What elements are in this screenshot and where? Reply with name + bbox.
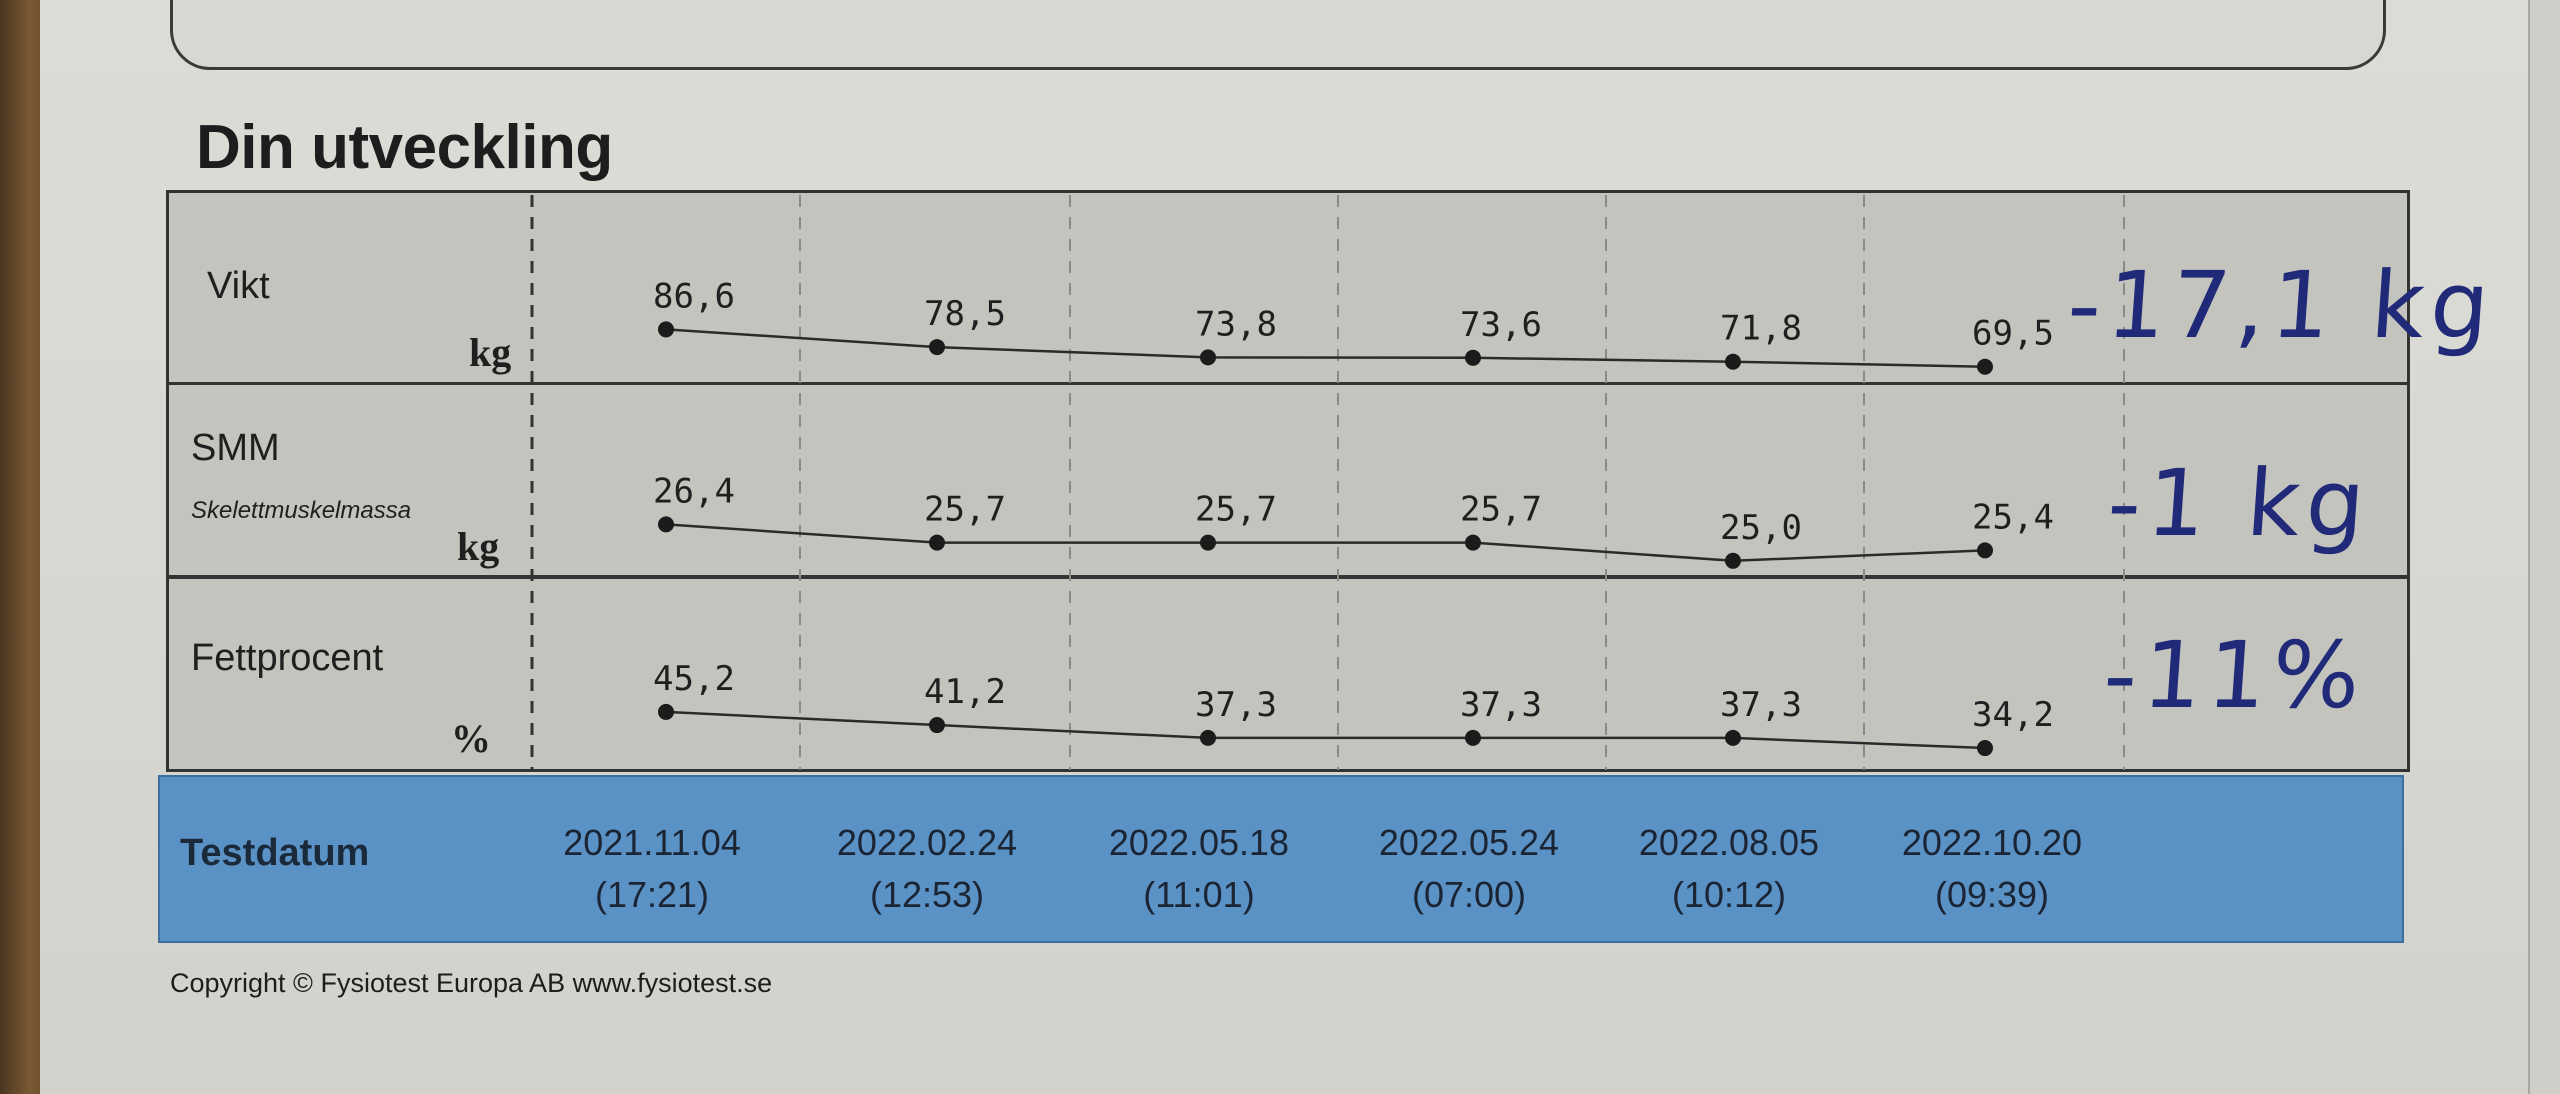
data-point-vikt bbox=[1200, 349, 1216, 366]
test-date-value: 2022.08.05 bbox=[1638, 822, 1820, 863]
gridlines bbox=[530, 195, 2125, 770]
row-label-vikt: Vikt bbox=[207, 265, 270, 307]
data-label-smm: 25,7 bbox=[1195, 490, 1277, 530]
test-date-value: 2022.10.20 bbox=[1901, 822, 2083, 863]
test-time-value: (09:39) bbox=[1934, 874, 2050, 915]
handwritten-note-smm: -1 kg bbox=[2104, 450, 2375, 557]
test-date-2: 2022.02.24 (12:53) bbox=[797, 817, 1057, 921]
data-label-vikt: 73,6 bbox=[1460, 305, 1542, 345]
row-unit-fett: % bbox=[451, 716, 491, 761]
data-point-vikt bbox=[1465, 349, 1481, 366]
data-point-smm bbox=[658, 516, 674, 533]
test-time-value: (12:53) bbox=[869, 874, 985, 915]
data-label-smm: 25,0 bbox=[1720, 508, 1802, 548]
row-label-smm: SMM bbox=[191, 427, 280, 469]
data-label-smm: 26,4 bbox=[653, 471, 735, 511]
data-label-smm: 25,7 bbox=[924, 490, 1006, 530]
data-point-vikt bbox=[658, 321, 674, 338]
handwritten-note-vikt: -17,1 kg bbox=[2064, 252, 2499, 359]
data-label-fett: 34,2 bbox=[1972, 695, 2054, 735]
row-label-fett: Fettprocent bbox=[191, 637, 384, 679]
test-time-value: (07:00) bbox=[1411, 874, 1527, 915]
data-point-smm bbox=[1977, 542, 1993, 559]
data-point-fett bbox=[1200, 729, 1216, 746]
data-point-fett bbox=[1465, 729, 1481, 746]
test-date-value: 2021.11.04 bbox=[563, 822, 741, 863]
top-frame bbox=[170, 0, 2386, 70]
data-label-vikt: 86,6 bbox=[653, 276, 735, 316]
test-date-label: Testdatum bbox=[180, 832, 370, 874]
data-label-fett: 37,3 bbox=[1460, 685, 1542, 725]
data-label-fett: 41,2 bbox=[924, 672, 1006, 712]
data-point-fett bbox=[1977, 740, 1993, 757]
paper-edge bbox=[2528, 0, 2560, 1094]
row-sublabel-smm: Skelettmuskelmassa bbox=[191, 497, 412, 524]
row-unit-vikt: kg bbox=[469, 330, 512, 375]
test-date-value: 2022.02.24 bbox=[836, 822, 1018, 863]
series-line-fett bbox=[665, 710, 1986, 750]
copyright-text: Copyright © Fysiotest Europa AB www.fysi… bbox=[170, 968, 773, 998]
section-title: Din utveckling bbox=[196, 113, 613, 182]
data-point-vikt bbox=[929, 339, 945, 356]
data-point-vikt bbox=[1977, 358, 1993, 375]
test-date-bar: Testdatum 2021.11.04 (17:21) 2022.02.24 … bbox=[158, 775, 2404, 943]
data-point-smm bbox=[1725, 552, 1741, 569]
test-date-4: 2022.05.24 (07:00) bbox=[1339, 817, 1599, 921]
test-date-5: 2022.08.05 (10:12) bbox=[1599, 817, 1859, 921]
data-label-smm: 25,7 bbox=[1460, 490, 1542, 530]
data-label-fett: 37,3 bbox=[1720, 685, 1802, 725]
row-unit-smm: kg bbox=[457, 524, 500, 569]
series-layer: 86,6 78,5 73,8 73,6 71,8 69,5 26,4 25,7 25,7 25,7… bbox=[653, 276, 2054, 757]
data-label-vikt: 73,8 bbox=[1195, 304, 1277, 344]
data-point-fett bbox=[658, 703, 674, 720]
data-point-smm bbox=[1200, 534, 1216, 551]
panel-fett: Fettprocent % bbox=[166, 576, 2410, 772]
test-date-value: 2022.05.18 bbox=[1108, 822, 1290, 863]
data-label-fett: 45,2 bbox=[653, 659, 735, 699]
data-point-fett bbox=[1725, 729, 1741, 746]
data-label-smm: 25,4 bbox=[1972, 497, 2054, 537]
series-line-vikt bbox=[665, 328, 1986, 368]
test-date-3: 2022.05.18 (11:01) bbox=[1069, 817, 1329, 921]
data-point-fett bbox=[929, 717, 945, 734]
data-label-vikt: 78,5 bbox=[924, 294, 1006, 334]
data-point-smm bbox=[929, 534, 945, 551]
test-time-value: (17:21) bbox=[594, 874, 710, 915]
data-point-smm bbox=[1465, 534, 1481, 551]
data-point-vikt bbox=[1725, 353, 1741, 370]
data-label-vikt: 69,5 bbox=[1972, 314, 2054, 354]
data-label-vikt: 71,8 bbox=[1720, 309, 1802, 349]
test-date-1: 2021.11.04 (17:21) bbox=[522, 817, 782, 921]
series-line-smm bbox=[665, 523, 1986, 563]
test-time-value: (10:12) bbox=[1671, 874, 1787, 915]
test-date-value: 2022.05.24 bbox=[1378, 822, 1560, 863]
test-time-value: (11:01) bbox=[1143, 874, 1255, 915]
handwritten-note-fett: -11% bbox=[2100, 622, 2370, 729]
test-date-6: 2022.10.20 (09:39) bbox=[1862, 817, 2122, 921]
data-label-fett: 37,3 bbox=[1195, 685, 1277, 725]
